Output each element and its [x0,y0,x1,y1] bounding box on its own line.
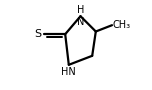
Text: S: S [34,29,41,39]
Text: N: N [77,17,84,27]
Text: CH₃: CH₃ [113,20,131,30]
Text: H: H [77,5,84,15]
Text: HN: HN [60,67,75,77]
